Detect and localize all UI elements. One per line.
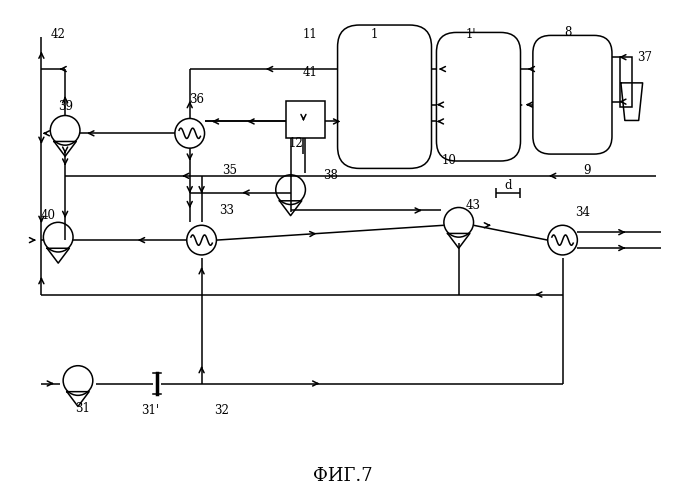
Text: 1': 1' (465, 28, 476, 41)
Text: 12: 12 (288, 136, 303, 149)
Text: 33: 33 (219, 204, 234, 217)
Text: 9: 9 (583, 164, 591, 177)
Text: 38: 38 (323, 170, 337, 182)
Text: 1: 1 (371, 28, 379, 41)
Text: 42: 42 (51, 28, 66, 41)
Text: 34: 34 (575, 206, 590, 219)
Text: 31': 31' (141, 404, 159, 416)
Text: d: d (504, 179, 512, 192)
Text: 10: 10 (441, 154, 456, 168)
Text: 32: 32 (214, 404, 229, 416)
Text: 8: 8 (564, 26, 571, 39)
Text: 35: 35 (222, 164, 237, 177)
Text: ФИГ.7: ФИГ.7 (313, 468, 373, 485)
Text: 11: 11 (303, 28, 318, 41)
Text: 41: 41 (303, 66, 318, 78)
Text: 37: 37 (637, 50, 652, 64)
Text: 36: 36 (189, 93, 204, 106)
Bar (286, 100, 325, 138)
Text: 40: 40 (41, 209, 56, 222)
Bar (620, 57, 632, 106)
Text: 39: 39 (58, 100, 73, 113)
Text: 43: 43 (466, 199, 481, 212)
Text: 31: 31 (76, 402, 91, 414)
